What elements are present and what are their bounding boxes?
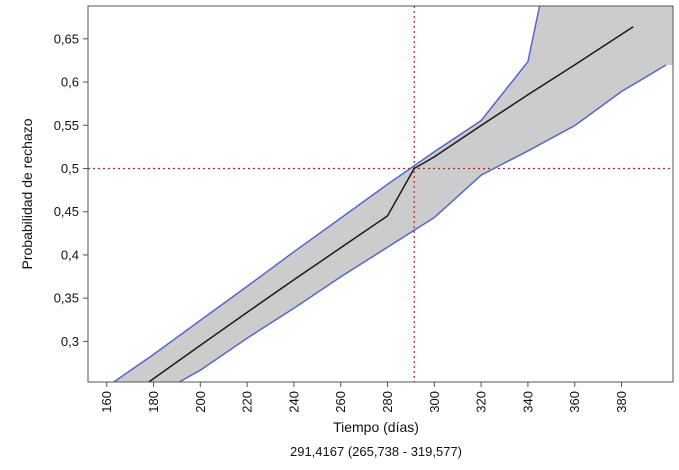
x-tick-label: 220 xyxy=(240,391,255,413)
x-tick-label: 200 xyxy=(193,391,208,413)
x-tick-label: 360 xyxy=(567,391,582,413)
y-tick-label: 0,65 xyxy=(54,31,79,46)
upper-bound-line xyxy=(113,6,541,382)
x-tick-label: 280 xyxy=(380,391,395,413)
x-tick-label: 260 xyxy=(333,391,348,413)
x-tick-label: 340 xyxy=(520,391,535,413)
x-axis-title: Tiempo (días) xyxy=(333,419,419,435)
y-axis-title: Probabilidad de rechazo xyxy=(19,118,35,269)
plot-area xyxy=(88,6,673,382)
x-tick-label: 160 xyxy=(99,391,114,413)
x-tick-label: 240 xyxy=(286,391,301,413)
estimate-annotation: 291,4167 (265,738 - 319,577) xyxy=(290,444,462,459)
x-tick-label: 320 xyxy=(474,391,489,413)
y-tick-label: 0,3 xyxy=(61,334,79,349)
lower-bound-line xyxy=(178,64,667,382)
x-tick-label: 300 xyxy=(427,391,442,413)
y-tick-label: 0,55 xyxy=(54,118,79,133)
y-tick-label: 0,4 xyxy=(61,247,79,262)
y-tick-label: 0,45 xyxy=(54,204,79,219)
estimate-line xyxy=(148,26,634,382)
plot-frame xyxy=(87,5,674,383)
y-axis: 0,3 0,35 0,4 0,45 0,5 0,55 0,6 0,65 xyxy=(54,31,88,349)
confidence-band xyxy=(113,6,673,382)
x-tick-label: 180 xyxy=(146,391,161,413)
y-tick-label: 0,35 xyxy=(54,291,79,306)
x-tick-label: 380 xyxy=(614,391,629,413)
x-axis: 160 180 200 220 240 260 280 300 320 340 360 380 xyxy=(99,382,629,413)
y-tick-label: 0,5 xyxy=(61,161,79,176)
y-tick-label: 0,6 xyxy=(61,75,79,90)
